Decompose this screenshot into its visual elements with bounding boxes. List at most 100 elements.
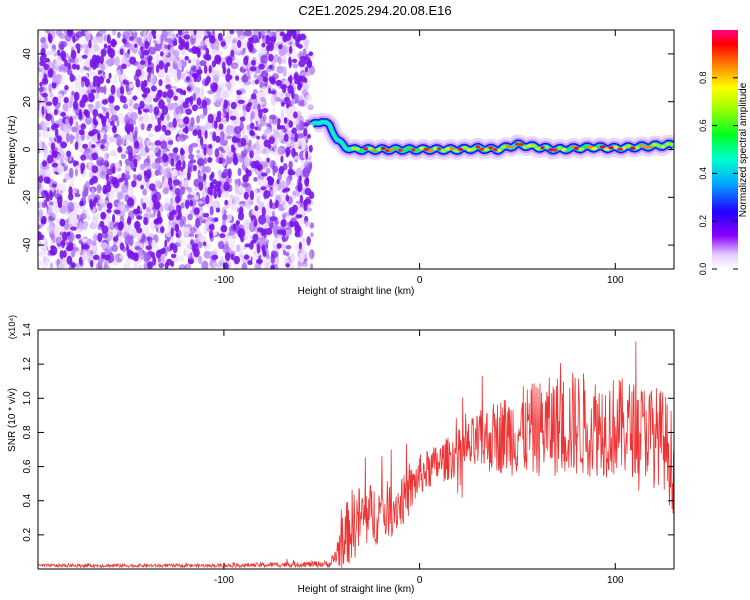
signal-peak: [514, 142, 519, 146]
noise-speck: [92, 221, 96, 228]
noise-speck: [81, 76, 88, 82]
noise-speck: [191, 142, 199, 148]
noise-speck: [237, 204, 245, 209]
colorbar: 0.0 0.2 0.4 0.6 0.8 Normalized spectral ampl…: [698, 30, 749, 275]
noise-speck: [46, 225, 54, 232]
noise-speck: [206, 147, 213, 156]
signal-peak: [351, 146, 356, 151]
noise-speck: [40, 209, 44, 214]
noise-speck: [282, 163, 288, 171]
signal-peak: [423, 147, 430, 151]
noise-speck: [254, 262, 261, 269]
noise-speck: [289, 220, 294, 228]
noise-speck: [96, 156, 104, 164]
noise-speck: [223, 99, 228, 110]
noise-speck: [125, 138, 129, 147]
noise-speck: [165, 38, 173, 43]
noise-speck: [153, 106, 160, 116]
signal-peak: [596, 144, 601, 149]
signal-peak: [647, 145, 653, 149]
signal-peak: [665, 142, 670, 146]
noise-speck: [100, 48, 107, 57]
noise-speck: [47, 32, 51, 42]
noise-speck: [293, 72, 299, 81]
noise-speck: [108, 95, 115, 104]
noise-speck: [281, 102, 285, 107]
colorbar-tick-label: 0.4: [698, 167, 708, 180]
noise-speck: [127, 197, 135, 207]
signal-peak: [449, 146, 455, 151]
noise-speck: [258, 108, 263, 119]
noise-speck: [71, 90, 75, 96]
noise-speck: [237, 99, 245, 104]
signal-peak: [639, 143, 644, 147]
noise-speck: [261, 244, 266, 254]
noise-speck: [49, 262, 54, 269]
noise-speck: [162, 91, 168, 98]
noise-speck: [231, 203, 239, 211]
noise-speck: [274, 42, 279, 52]
noise-speck: [202, 105, 208, 116]
noise-speck: [70, 262, 76, 268]
noise-speck: [108, 48, 115, 58]
noise-speck: [82, 244, 90, 250]
noise-speck: [264, 122, 269, 127]
noise-speck: [154, 180, 163, 188]
noise-speck: [151, 30, 157, 36]
noise-speck: [45, 256, 51, 263]
y-tick-label: 0.4: [22, 493, 33, 507]
noise-speck: [215, 56, 221, 63]
noise-speck: [252, 233, 259, 242]
noise-speck: [187, 258, 194, 265]
signal-peak: [406, 146, 412, 150]
noise-speck: [284, 32, 291, 42]
noise-speck: [43, 63, 50, 71]
noise-speck: [276, 178, 280, 185]
noise-speck: [227, 67, 231, 75]
noise-speck: [142, 88, 148, 93]
noise-speck: [254, 79, 259, 85]
noise-speck: [93, 147, 101, 153]
noise-speck: [133, 167, 137, 172]
noise-speck: [56, 242, 62, 248]
noise-speck: [38, 240, 42, 247]
noise-speck: [197, 157, 205, 167]
noise-speck: [242, 182, 250, 188]
noise-speck: [126, 244, 129, 253]
noise-speck: [250, 160, 258, 169]
noise-speck: [142, 70, 150, 78]
noise-speck: [218, 157, 223, 165]
noise-speck: [75, 168, 78, 177]
noise-speck: [106, 34, 111, 44]
noise-speck: [77, 155, 81, 160]
noise-speck: [76, 82, 82, 90]
snr-xlabel: Height of straight line (km): [298, 584, 415, 595]
noise-speck: [168, 152, 176, 158]
noise-speck: [175, 239, 183, 244]
noise-speck: [113, 73, 118, 84]
noise-speck: [204, 122, 208, 128]
snr-ylabel: SNR (10 * v/v): [7, 388, 18, 452]
noise-speck: [152, 256, 157, 266]
noise-speck: [154, 42, 162, 52]
noise-speck: [252, 30, 260, 39]
noise-speck: [219, 233, 226, 239]
noise-speck: [192, 34, 197, 39]
noise-speck: [280, 45, 288, 56]
noise-speck: [150, 252, 155, 259]
noise-speck: [97, 232, 103, 243]
noise-speck: [158, 89, 163, 98]
signal-peak: [656, 144, 661, 148]
noise-speck: [193, 207, 200, 215]
noise-speck: [172, 168, 178, 177]
noise-speck: [114, 254, 118, 260]
signal-peak: [402, 148, 407, 152]
noise-speck: [99, 86, 105, 93]
noise-speck: [66, 231, 71, 237]
noise-speck: [224, 199, 228, 206]
noise-speck: [104, 161, 110, 168]
noise-speck: [63, 124, 68, 133]
noise-speck: [110, 114, 119, 122]
y-tick-label: -40: [22, 237, 33, 252]
